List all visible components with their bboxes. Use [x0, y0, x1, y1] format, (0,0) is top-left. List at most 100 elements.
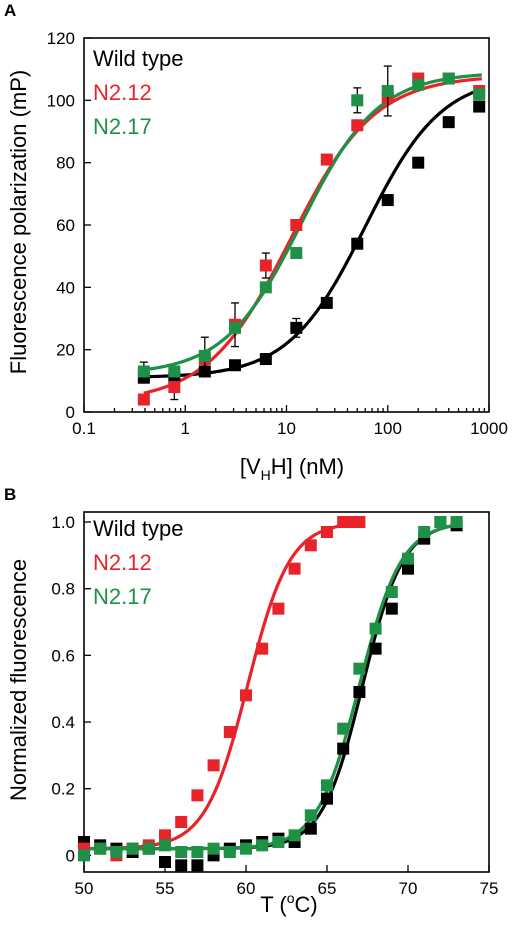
data-point-n2-17 [434, 516, 447, 528]
y-tick-label: 120 [47, 29, 75, 48]
data-point-n2-12 [207, 759, 220, 772]
y-tick-label: 0.8 [51, 580, 75, 599]
x-tick-label: 50 [75, 879, 94, 898]
data-point-n2-17 [385, 586, 398, 598]
data-point-n2-17 [369, 622, 382, 635]
data-point-wild-type [175, 859, 188, 872]
legend-entry-wild-type: Wild type [93, 46, 183, 71]
data-point-n2-17 [418, 526, 431, 538]
x-tick-label: 70 [399, 879, 418, 898]
data-point-n2-12 [256, 642, 269, 655]
y-tick-label: 40 [56, 278, 75, 297]
y-tick-label: 0 [66, 846, 75, 865]
y-tick-label: 100 [47, 91, 75, 110]
x-tick-label: 0.1 [72, 419, 96, 438]
data-point-n2-12 [223, 726, 236, 738]
data-point-n2-17 [159, 839, 171, 852]
data-point-wild-type [385, 602, 398, 615]
data-point-wild-type [351, 237, 364, 250]
y-tick-label: 0.4 [51, 713, 75, 732]
data-point-wild-type [259, 353, 272, 366]
data-point-n2-17 [450, 516, 463, 528]
data-point-n2-17 [198, 349, 211, 362]
data-point-n2-17 [223, 846, 236, 858]
panel-a-y-axis-title: Fluorescence polarization (mP) [6, 70, 31, 374]
data-point-n2-12 [320, 153, 333, 166]
data-point-wild-type [353, 686, 366, 698]
legend-entry-n2-17: N2.17 [93, 114, 152, 139]
x-tick-label: 1 [181, 419, 190, 438]
panel-b-x-axis-title: T (oC) [260, 890, 318, 917]
data-point-n2-17 [442, 72, 455, 85]
y-tick-label: 20 [56, 341, 75, 360]
y-tick-label: 0.2 [51, 780, 75, 799]
data-point-n2-17 [402, 552, 414, 565]
data-point-n2-12 [304, 539, 317, 552]
data-point-n2-17 [256, 839, 269, 852]
legend-entry-wild-type: Wild type [93, 516, 183, 541]
x-tick-label: 60 [237, 879, 256, 898]
plot-frame [83, 511, 490, 873]
data-point-wild-type [304, 822, 317, 835]
data-point-wild-type [369, 642, 382, 655]
data-point-n2-12 [137, 393, 150, 406]
data-point-wild-type [320, 296, 333, 309]
x-title-part-3: C) [295, 892, 318, 917]
data-point-n2-12 [288, 562, 301, 575]
y-tick-label: 60 [56, 216, 75, 235]
x-tick-label: 10 [277, 419, 296, 438]
fit-curve-wild-type [143, 87, 483, 379]
x-tick-label: 55 [156, 879, 175, 898]
data-point-wild-type [442, 116, 455, 129]
data-point-wild-type [159, 856, 171, 868]
data-point-n2-17 [272, 836, 285, 848]
panel-b-chart: B Normalized fluorescence T (oC) 50 55 60 6… [4, 485, 498, 917]
data-point-n2-17 [259, 281, 272, 294]
data-point-n2-12 [353, 516, 366, 528]
data-point-n2-17 [412, 78, 425, 91]
data-point-n2-17 [288, 829, 301, 842]
data-point-n2-17 [351, 94, 364, 107]
x-tick-label: 1000 [470, 419, 508, 438]
legend-entry-n2-12: N2.12 [93, 80, 152, 105]
panel-a-chart: A Fluorescence polarization (mP) [VHH] (… [4, 1, 508, 483]
data-point-n2-12 [259, 259, 272, 272]
data-point-n2-17 [321, 779, 333, 792]
data-point-wild-type [337, 742, 350, 755]
data-point-n2-17 [381, 84, 394, 97]
fit-curve-n2-12 [143, 77, 482, 395]
data-point-wild-type [321, 792, 333, 805]
data-point-n2-17 [473, 88, 486, 101]
data-point-n2-17 [290, 247, 303, 260]
data-point-wild-type [290, 321, 303, 334]
panel-a-x-axis-title: [VHH] (nM) [240, 454, 344, 483]
y-tick-label: 0.6 [51, 646, 75, 665]
data-point-wild-type [412, 156, 425, 169]
data-point-n2-17 [110, 846, 123, 858]
data-point-n2-12 [240, 689, 252, 702]
data-point-wild-type [229, 359, 242, 372]
panel-a-label: A [4, 1, 16, 20]
data-point-n2-17 [94, 842, 107, 855]
data-point-n2-17 [353, 662, 366, 675]
data-point-n2-12 [351, 119, 364, 132]
data-point-n2-12 [290, 219, 303, 231]
data-point-n2-17 [126, 842, 139, 855]
data-point-wild-type [191, 859, 204, 872]
data-point-n2-12 [321, 526, 333, 538]
x-tick-label: 75 [480, 879, 499, 898]
data-point-n2-12 [191, 789, 204, 802]
data-point-wild-type [381, 194, 394, 207]
data-point-n2-17 [168, 365, 181, 378]
panel-b-y-axis-title: Normalized fluorescence [6, 559, 31, 801]
data-point-n2-17 [229, 321, 242, 334]
data-point-n2-12 [168, 381, 181, 394]
x-title-degree: o [287, 890, 295, 906]
data-point-n2-17 [78, 849, 90, 862]
data-point-n2-17 [137, 365, 150, 378]
data-point-n2-12 [175, 816, 188, 828]
y-tick-label: 0 [66, 403, 75, 422]
panel-b-label: B [4, 485, 16, 504]
legend-entry-n2-12: N2.12 [93, 550, 152, 575]
x-title-part-3: H] (nM) [271, 454, 344, 479]
